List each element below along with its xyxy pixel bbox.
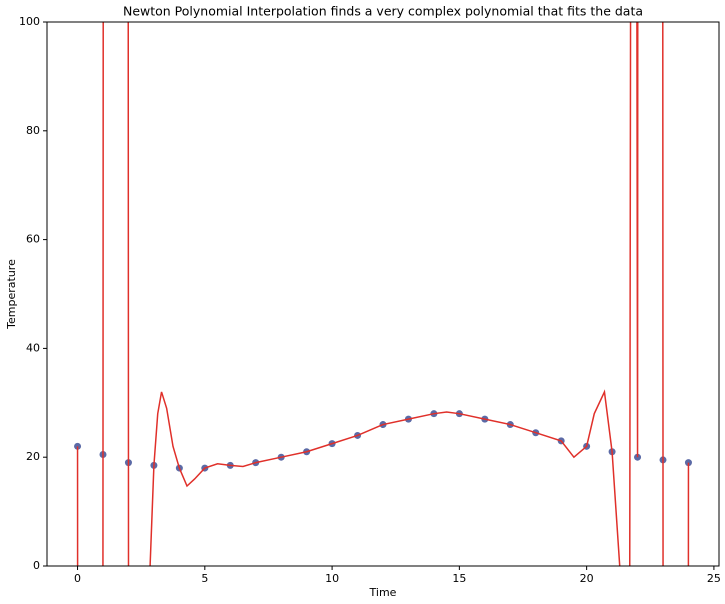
y-tick-label: 60	[26, 233, 40, 246]
y-tick-label: 80	[26, 124, 40, 137]
x-tick-label: 20	[580, 572, 594, 585]
y-tick-label: 100	[19, 15, 40, 28]
chart-title: Newton Polynomial Interpolation finds a …	[123, 4, 643, 19]
x-tick-label: 5	[201, 572, 208, 585]
y-tick-label: 20	[26, 450, 40, 463]
y-tick-label: 0	[33, 559, 40, 572]
x-tick-label: 0	[74, 572, 81, 585]
plot-area	[74, 22, 692, 566]
x-tick-label: 10	[325, 572, 339, 585]
y-tick-label: 40	[26, 341, 40, 354]
data-point	[74, 442, 82, 450]
x-tick-label: 15	[452, 572, 466, 585]
plot-frame	[46, 21, 720, 567]
y-axis-label: Temperature	[5, 259, 18, 330]
x-tick-label: 25	[707, 572, 721, 585]
x-axis-label: Time	[369, 586, 397, 599]
data-point	[684, 459, 692, 467]
interpolation-line	[76, 22, 690, 566]
